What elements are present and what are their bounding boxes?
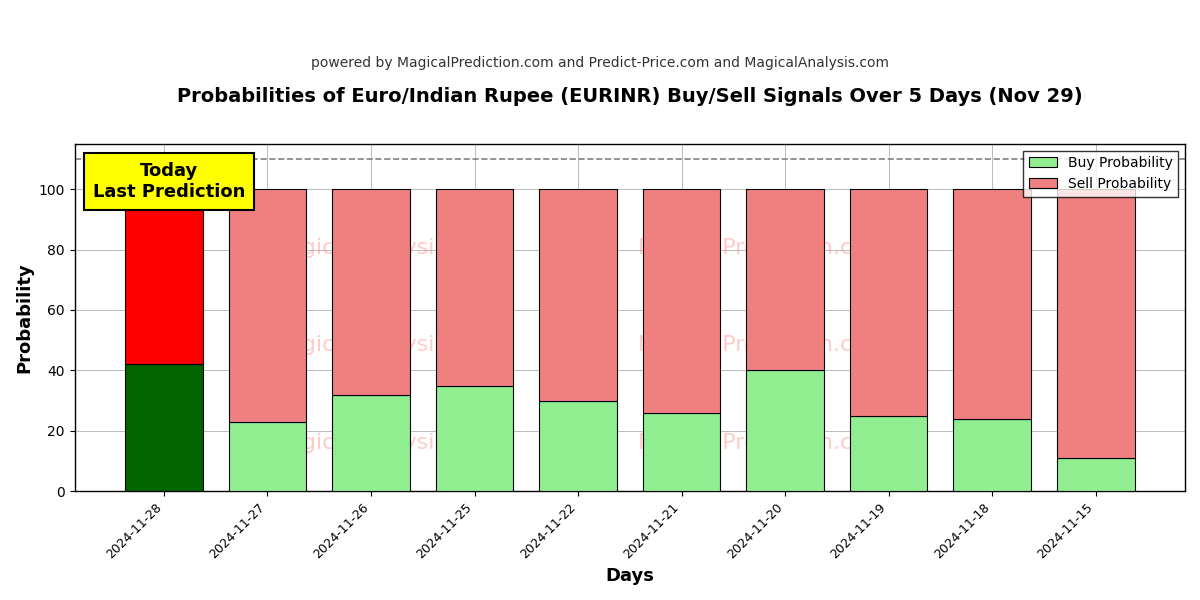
Text: MagicalAnalysis.com: MagicalAnalysis.com <box>270 433 502 453</box>
Text: MagicalPrediction.com: MagicalPrediction.com <box>638 433 888 453</box>
Bar <box>125 364 203 491</box>
Bar <box>850 416 928 491</box>
Bar <box>229 189 306 422</box>
Text: MagicalPrediction.com: MagicalPrediction.com <box>638 238 888 258</box>
Bar <box>1057 458 1134 491</box>
Bar <box>436 189 514 386</box>
X-axis label: Days: Days <box>605 567 654 585</box>
Bar <box>332 395 410 491</box>
Legend: Buy Probability, Sell Probability: Buy Probability, Sell Probability <box>1024 151 1178 197</box>
Bar <box>332 189 410 395</box>
Text: powered by MagicalPrediction.com and Predict-Price.com and MagicalAnalysis.com: powered by MagicalPrediction.com and Pre… <box>311 56 889 70</box>
Y-axis label: Probability: Probability <box>16 262 34 373</box>
Bar <box>643 413 720 491</box>
Bar <box>1057 189 1134 458</box>
Bar <box>436 386 514 491</box>
Bar <box>746 370 824 491</box>
Bar <box>953 189 1031 419</box>
Text: Today
Last Prediction: Today Last Prediction <box>92 162 245 200</box>
Text: MagicalAnalysis.com: MagicalAnalysis.com <box>270 335 502 355</box>
Title: Probabilities of Euro/Indian Rupee (EURINR) Buy/Sell Signals Over 5 Days (Nov 29: Probabilities of Euro/Indian Rupee (EURI… <box>178 87 1082 106</box>
Text: MagicalAnalysis.com: MagicalAnalysis.com <box>270 238 502 258</box>
Bar <box>850 189 928 416</box>
Bar <box>539 189 617 401</box>
Bar <box>746 189 824 370</box>
Bar <box>539 401 617 491</box>
Bar <box>229 422 306 491</box>
Bar <box>643 189 720 413</box>
Text: MagicalPrediction.com: MagicalPrediction.com <box>638 335 888 355</box>
Bar <box>125 189 203 364</box>
Bar <box>953 419 1031 491</box>
